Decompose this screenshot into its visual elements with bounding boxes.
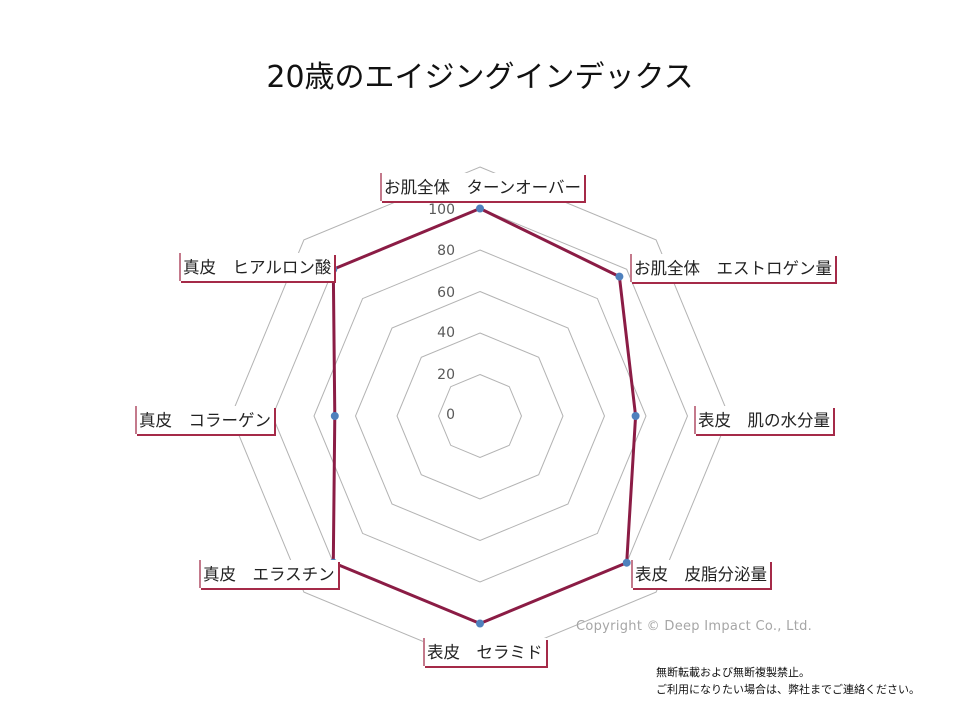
axis-label-4: 表皮 セラミド bbox=[423, 638, 546, 666]
grid-ring-40 bbox=[396, 332, 564, 500]
data-point-3 bbox=[622, 558, 631, 567]
reproduction-notice-line2: ご利用になりたい場合は、弊社までご連絡ください。 bbox=[656, 683, 920, 696]
axis-label-6: 真皮 コラーゲン bbox=[135, 406, 274, 434]
axis-label-1: お肌全体 エストロゲン量 bbox=[630, 254, 835, 282]
data-point-4 bbox=[476, 619, 484, 628]
grid-ring-20 bbox=[437, 373, 523, 459]
series-line-0 bbox=[331, 207, 638, 625]
tick-label-60: 60 bbox=[437, 285, 455, 301]
data-point-6 bbox=[330, 412, 339, 420]
data-point-1 bbox=[615, 272, 624, 281]
tick-label-100: 100 bbox=[428, 202, 455, 218]
axis-label-2: 表皮 肌の水分量 bbox=[694, 406, 833, 434]
tick-label-0: 0 bbox=[446, 407, 455, 423]
copyright-text: Copyright © Deep Impact Co., Ltd. bbox=[576, 619, 813, 634]
data-point-0 bbox=[476, 204, 484, 213]
chart-title: 20歳のエイジングインデックス bbox=[266, 60, 694, 95]
axis-label-0: お肌全体 ターンオーバー bbox=[380, 173, 585, 201]
axis-label-7: 真皮 ヒアルロン酸 bbox=[179, 253, 335, 281]
tick-label-20: 20 bbox=[437, 367, 455, 383]
grid-ring-120 bbox=[230, 166, 730, 666]
data-point-2 bbox=[631, 412, 640, 420]
tick-label-40: 40 bbox=[437, 325, 455, 341]
axis-label-5: 真皮 エラスチン bbox=[199, 560, 338, 588]
tick-label-80: 80 bbox=[437, 243, 455, 259]
grid-ring-80 bbox=[313, 249, 647, 583]
reproduction-notice-line1: 無断転載および無断複製禁止。 bbox=[656, 666, 810, 679]
axis-label-3: 表皮 皮脂分泌量 bbox=[631, 560, 770, 588]
grid-ring-60 bbox=[354, 290, 606, 542]
